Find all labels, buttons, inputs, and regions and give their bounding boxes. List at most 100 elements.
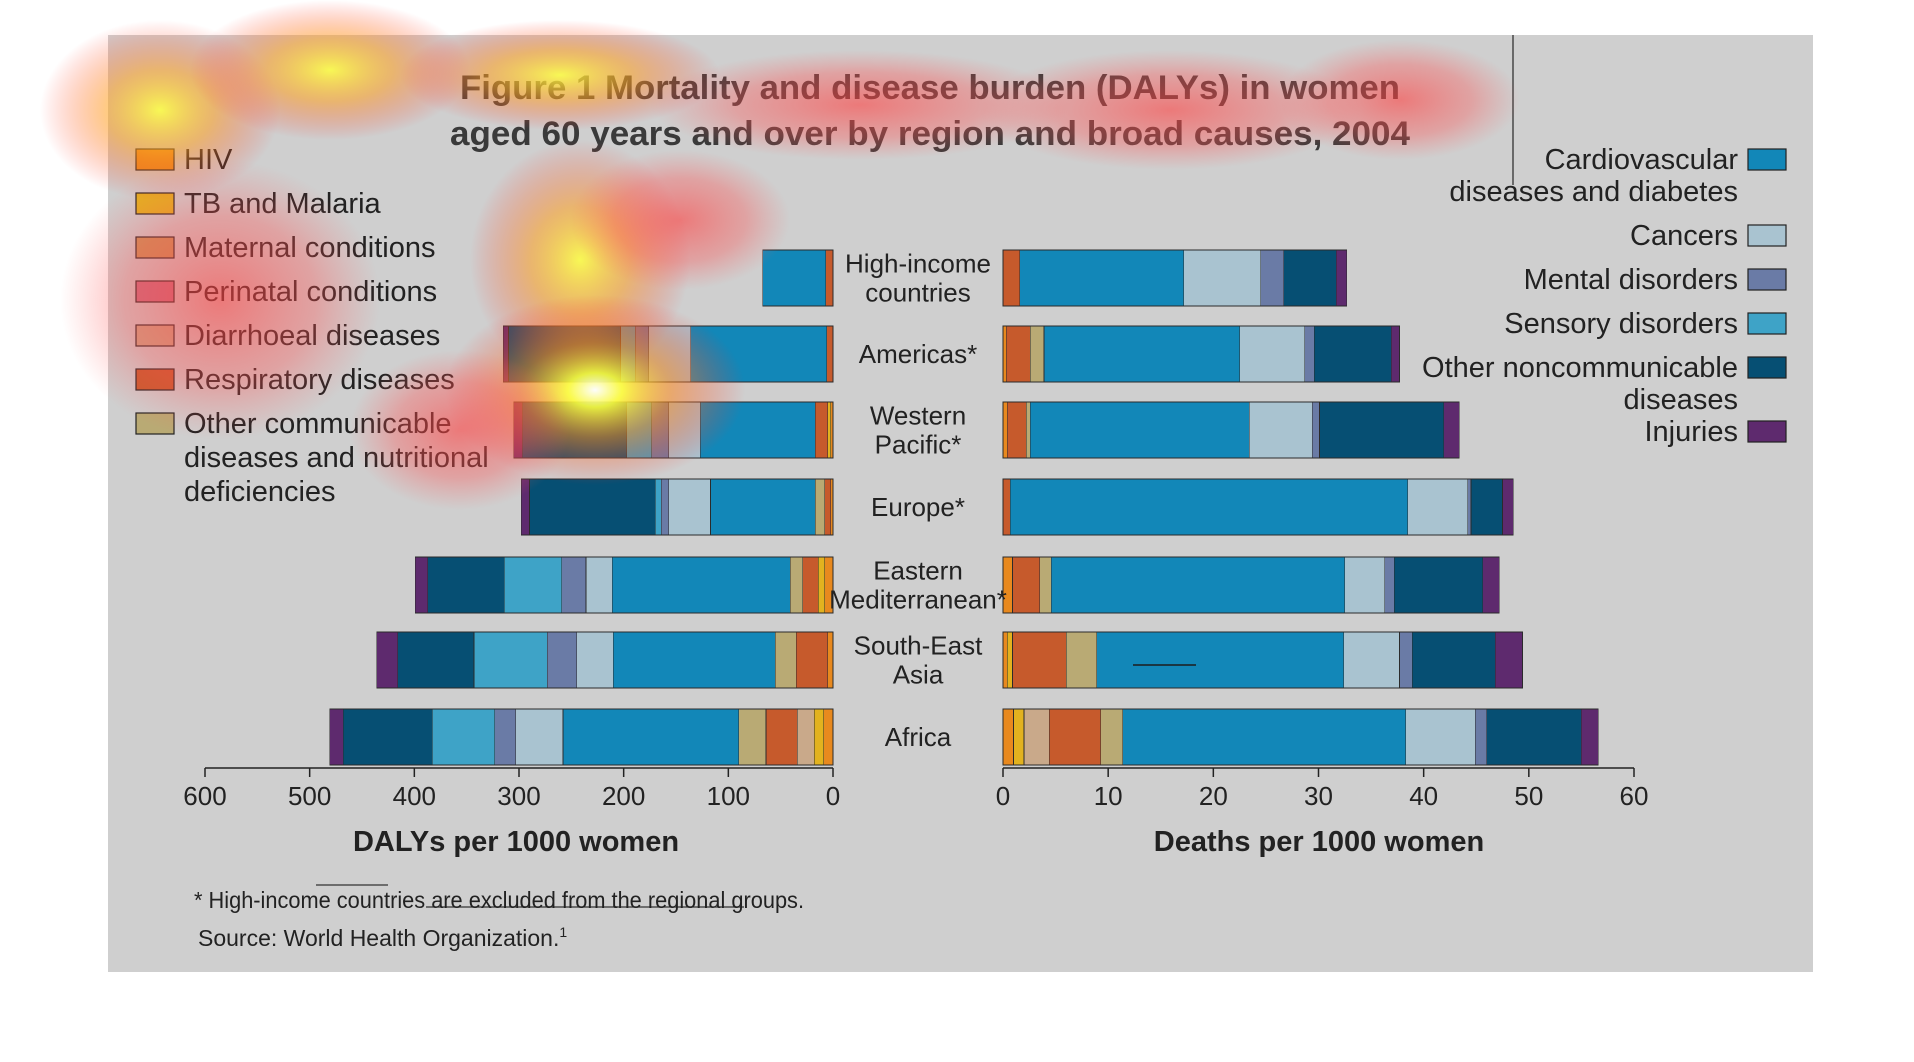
- dalys-bar-3-5: [824, 478, 832, 536]
- dalys-bar-1-10: [620, 325, 636, 383]
- deaths-bar-6-5: [1048, 708, 1102, 766]
- left-legend-swatch-2: [135, 236, 175, 259]
- left-legend-swatch-1: [135, 192, 175, 215]
- deaths-bar-4-6: [1039, 556, 1052, 614]
- chart-title-line-1: Figure 1 Mortality and disease burden (D…: [460, 69, 1400, 107]
- left-legend-swatch-4: [135, 324, 175, 347]
- dalys-bar-1-8: [648, 325, 691, 383]
- left-legend-label-4-0: Diarrhoeal diseases: [184, 320, 440, 352]
- deaths-bar-6-0: [1002, 708, 1014, 766]
- dalys-bar-2-7: [699, 401, 816, 459]
- deaths-bar-6-4: [1023, 708, 1050, 766]
- dalys-tick-label-6: 0: [826, 781, 840, 811]
- left-legend-swatch-3: [135, 280, 175, 303]
- deaths-bar-6-6: [1100, 708, 1124, 766]
- deaths-bar-3-11: [1470, 478, 1503, 536]
- deaths-tick-label-0: 0: [996, 781, 1010, 811]
- deaths-bar-0-9: [1260, 249, 1285, 307]
- dalys-bar-6-0: [823, 708, 834, 766]
- dalys-bar-4-11: [427, 556, 505, 614]
- deaths-tick-label-5: 50: [1514, 781, 1543, 811]
- deaths-bar-3-12: [1502, 478, 1514, 536]
- dalys-bar-6-4: [797, 708, 815, 766]
- dalys-bar-4-1: [818, 556, 825, 614]
- region-label-3-0: Europe*: [871, 492, 965, 522]
- right-legend-label-0-1: diseases and diabetes: [1449, 176, 1738, 208]
- deaths-tick-label-2: 20: [1199, 781, 1228, 811]
- dalys-bar-4-8: [585, 556, 613, 614]
- deaths-bar-0-5: [1002, 249, 1021, 307]
- region-label-2-1: Pacific*: [875, 430, 962, 460]
- dalys-bar-3-12: [520, 478, 530, 536]
- dalys-bar-1-5: [826, 325, 834, 383]
- deaths-tick-label-6: 60: [1620, 781, 1649, 811]
- region-label-4-0: Eastern: [873, 556, 963, 586]
- dalys-tick-label-5: 100: [707, 781, 750, 811]
- deaths-tick-label-4: 40: [1409, 781, 1438, 811]
- dalys-bar-6-8: [515, 708, 564, 766]
- dalys-bar-5-0: [827, 631, 834, 689]
- right-legend-label-2-0: Mental disorders: [1524, 264, 1738, 296]
- deaths-bar-3-8: [1407, 478, 1469, 536]
- deaths-bar-1-12: [1390, 325, 1400, 383]
- region-label-6-0: Africa: [885, 722, 952, 752]
- deaths-bar-4-8: [1344, 556, 1386, 614]
- dalys-bar-5-6: [775, 631, 797, 689]
- region-label-0-0: High-income: [845, 249, 991, 279]
- deaths-bar-5-8: [1343, 631, 1400, 689]
- deaths-bar-2-0: [1002, 401, 1008, 459]
- dalys-bar-6-10: [431, 708, 496, 766]
- deaths-bar-0-12: [1336, 249, 1348, 307]
- left-legend-swatch-5: [135, 368, 175, 391]
- dalys-bar-1-12: [502, 325, 509, 383]
- dalys-bar-4-9: [561, 556, 587, 614]
- left-legend-label-5-0: Respiratory diseases: [184, 364, 455, 396]
- dalys-tick-label-0: 600: [183, 781, 226, 811]
- right-legend-swatch-2: [1747, 268, 1787, 291]
- dalys-bar-2-8: [668, 401, 701, 459]
- right-legend-swatch-4: [1747, 356, 1787, 379]
- source-text: Source: World Health Organization.1: [198, 924, 567, 951]
- left-legend-swatch-0: [135, 148, 175, 171]
- deaths-bar-6-12: [1581, 708, 1599, 766]
- dalys-bar-5-11: [397, 631, 475, 689]
- deaths-bar-2-6: [1025, 401, 1031, 459]
- dalys-bar-2-0: [830, 401, 834, 459]
- right-legend-label-3-0: Sensory disorders: [1504, 308, 1738, 340]
- dalys-bar-5-12: [376, 631, 398, 689]
- deaths-bar-0-11: [1283, 249, 1337, 307]
- dalys-bar-0-7: [762, 249, 826, 307]
- dalys-tick-label-2: 400: [393, 781, 436, 811]
- dalys-bar-3-0: [830, 478, 834, 536]
- right-legend-swatch-0: [1747, 148, 1787, 171]
- left-legend-label-6-2: deficiencies: [184, 476, 336, 508]
- region-label-2-0: Western: [870, 401, 966, 431]
- deaths-bar-6-11: [1486, 708, 1582, 766]
- dalys-bar-3-7: [710, 478, 816, 536]
- dalys-bar-2-9: [651, 401, 669, 459]
- dalys-bar-2-11: [521, 401, 628, 459]
- dalys-bar-6-6: [738, 708, 767, 766]
- deaths-bar-5-1: [1006, 631, 1013, 689]
- right-legend-label-1-0: Cancers: [1630, 220, 1738, 252]
- left-legend-label-1-0: TB and Malaria: [184, 188, 382, 220]
- deaths-bar-4-11: [1393, 556, 1483, 614]
- deaths-bar-1-8: [1239, 325, 1306, 383]
- deaths-bar-5-5: [1012, 631, 1067, 689]
- dalys-bar-5-7: [612, 631, 776, 689]
- deaths-bar-2-12: [1443, 401, 1460, 459]
- chart-title-line-2: aged 60 years and over by region and bro…: [450, 115, 1410, 153]
- deaths-bar-4-7: [1051, 556, 1346, 614]
- deaths-tick-label-1: 10: [1094, 781, 1123, 811]
- left-legend-swatch-6: [135, 412, 175, 435]
- dalys-bar-1-11: [508, 325, 621, 383]
- dalys-bar-3-10: [654, 478, 662, 536]
- deaths-bar-6-7: [1122, 708, 1407, 766]
- left-legend-label-3-0: Perinatal conditions: [184, 276, 437, 308]
- dalys-bar-6-12: [329, 708, 344, 766]
- region-label-4-1: Mediterranean*: [829, 585, 1007, 615]
- footnote-text: * High-income countries are excluded fro…: [194, 887, 804, 913]
- figure-panel: Figure 1 Mortality and disease burden (D…: [108, 35, 1813, 972]
- dalys-bar-2-1: [827, 401, 832, 459]
- dalys-axis-label: DALYs per 1000 women: [353, 826, 679, 858]
